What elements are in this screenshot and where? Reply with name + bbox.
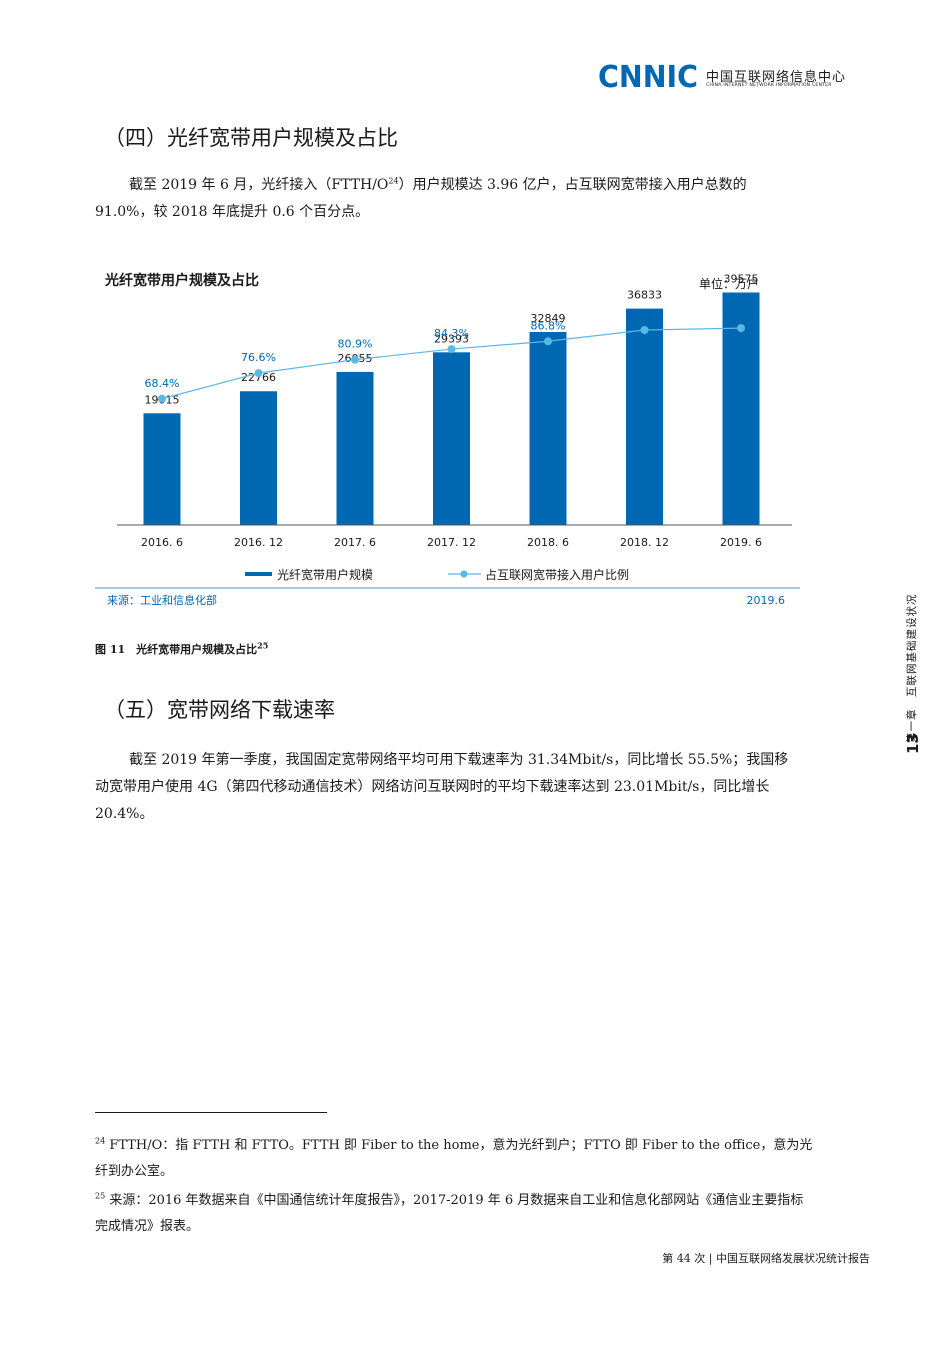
- x-tick-label: 2018. 6: [527, 536, 569, 549]
- ratio-label: 84.3%: [434, 327, 469, 340]
- chart-unit: 单位：万户: [699, 276, 759, 291]
- footnote-25: 25 来源：2016 年数据来自《中国通信统计年度报告》，2017-2019 年…: [95, 1191, 804, 1234]
- chart-title: 光纤宽带用户规模及占比: [104, 272, 259, 289]
- ratio-point: [447, 345, 456, 354]
- ratio-label: 90.4%: [627, 308, 662, 321]
- chapter-title: 第一章 互联网基础建设状况: [906, 593, 918, 744]
- bar-2: [336, 371, 374, 525]
- cnnic-logo: CNNIC: [598, 62, 698, 90]
- bar-value-label: 32849: [531, 312, 566, 325]
- ratio-label: 91.0%: [724, 306, 759, 319]
- chart-source: 来源：工业和信息化部: [107, 593, 217, 607]
- chart-date: 2019.6: [747, 594, 786, 607]
- x-tick-label: 2017. 12: [427, 536, 476, 549]
- bar-1: [240, 391, 277, 525]
- bar-3: [433, 352, 470, 525]
- ratio-label: 80.9%: [338, 338, 373, 351]
- bar-5: [626, 308, 663, 525]
- legend-bar-label: 光纤宽带用户规模: [277, 567, 373, 582]
- org-name-cn: 中国互联网络信息中心: [706, 70, 847, 85]
- footnote-ref-24: 24: [388, 176, 399, 186]
- footnote-24: 24 FTTH/O：指 FTTH 和 FTTO。FTTH 即 Fiber to …: [95, 1136, 813, 1179]
- ratio-label: 86.8%: [531, 319, 566, 332]
- bar-4: [529, 332, 567, 525]
- ratio-point: [158, 394, 166, 403]
- bar-value-label: 29393: [434, 332, 469, 345]
- x-tick-label: 2016. 12: [234, 536, 283, 549]
- ratio-point: [254, 369, 263, 378]
- legend-line-label: 占互联网宽带接入用户比例: [485, 567, 629, 582]
- section-5-paragraph: 截至 2019 年第一季度，我国固定宽带网络平均可用下载速率为 31.34Mbi…: [95, 752, 789, 822]
- ratio-point: [351, 355, 359, 364]
- legend-bar-swatch: [245, 572, 272, 576]
- ratio-point: [640, 326, 649, 334]
- page-footer: 第 44 次 | 中国互联网络发展状况统计报告: [662, 1252, 870, 1265]
- footnote-rule: [95, 1112, 327, 1113]
- section-4-paragraph: 截至 2019 年 6 月，光纤接入（FTTH/O24）用户规模达 3.96 亿…: [95, 176, 747, 220]
- x-tick-label: 2016. 6: [141, 536, 183, 549]
- ratio-point: [737, 324, 745, 333]
- bar-value-label: 39575: [724, 272, 759, 285]
- x-tick-label: 2017. 6: [334, 536, 376, 549]
- figure-caption: 图 11 光纤宽带用户规模及占比25: [95, 640, 269, 656]
- ratio-point: [544, 337, 552, 346]
- logo-text: CNNIC: [598, 62, 698, 90]
- x-tick-label: 2018. 12: [620, 536, 669, 549]
- x-tick-label: 2019. 6: [720, 536, 762, 549]
- org-name-en: CHINA INTERNET NETWORK INFORMATION CENTE…: [706, 83, 832, 88]
- footnote-ref-25: 25: [257, 640, 269, 651]
- bar-0: [143, 413, 181, 525]
- ratio-label: 76.6%: [241, 351, 276, 364]
- bar-value-label: 22766: [241, 371, 276, 384]
- bar-value-label: 36833: [627, 289, 662, 302]
- section-5-title: （五）宽带网络下载速率: [104, 698, 335, 722]
- legend-line-marker: [460, 570, 468, 578]
- section-4-title: （四）光纤宽带用户规模及占比: [104, 126, 398, 150]
- ratio-label: 68.4%: [145, 377, 180, 390]
- fiber-broadband-chart: 光纤宽带用户规模及占比 单位：万户 1901522766260552939332…: [95, 272, 800, 607]
